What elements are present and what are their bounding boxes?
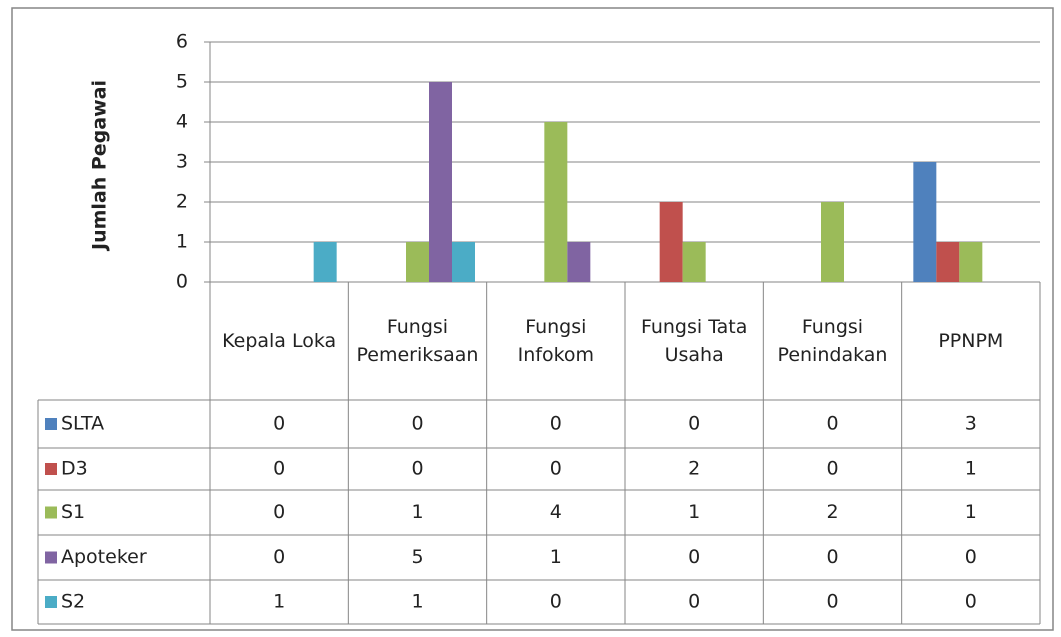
table-value: 0 <box>550 458 562 480</box>
table-value: 0 <box>826 591 838 613</box>
y-tick-label: 2 <box>176 191 188 213</box>
table-value: 1 <box>411 591 423 613</box>
category-cell: PPNPM <box>938 330 1004 352</box>
y-axis-label: Jumlah Pegawai <box>89 80 111 252</box>
legend-key <box>45 463 57 475</box>
bar <box>659 202 683 282</box>
y-tick-label: 0 <box>176 271 188 293</box>
x-tick-label: Fungsi Tata Usaha <box>640 316 748 366</box>
y-tick-label: 1 <box>176 231 188 253</box>
bar <box>959 242 983 282</box>
legend-label: Apoteker <box>61 546 147 568</box>
bar <box>313 242 337 282</box>
table-value: 4 <box>550 501 562 523</box>
y-tick-label: 6 <box>176 31 188 53</box>
y-tick-label: 4 <box>176 111 188 133</box>
bar <box>452 242 475 282</box>
table-value: 1 <box>411 501 423 523</box>
legend-label: D3 <box>61 458 88 480</box>
category-cell: Fungsi Pemeriksaan <box>356 316 479 366</box>
table-value: 0 <box>273 546 285 568</box>
table-value: 1 <box>965 458 977 480</box>
x-tick-label: Kepala Loka <box>222 330 337 352</box>
table-value: 0 <box>273 458 285 480</box>
table-value: 0 <box>273 501 285 523</box>
table-value: 0 <box>688 591 700 613</box>
bar <box>913 162 937 282</box>
table-value: 1 <box>550 546 562 568</box>
bar <box>682 242 706 282</box>
table-value: 2 <box>688 458 700 480</box>
table-value: 5 <box>411 546 423 568</box>
table-value: 0 <box>965 591 977 613</box>
y-tick-label: 3 <box>176 151 188 173</box>
bar <box>429 82 452 282</box>
table-value: 0 <box>411 458 423 480</box>
legend-label: S2 <box>61 591 85 613</box>
table-value: 1 <box>965 501 977 523</box>
table-value: 0 <box>688 413 700 435</box>
bar <box>544 122 568 282</box>
legend-label: SLTA <box>61 413 104 435</box>
bar <box>406 242 429 282</box>
legend-key <box>45 506 57 519</box>
table-value: 1 <box>273 591 285 613</box>
x-tick-label: Fungsi Penindakan <box>777 316 888 366</box>
category-cell: Fungsi Infokom <box>517 316 595 366</box>
legend-key <box>45 551 57 564</box>
table-value: 3 <box>965 413 977 435</box>
category-cell: Kepala Loka <box>222 330 337 352</box>
table-value: 0 <box>550 413 562 435</box>
table-value: 0 <box>826 546 838 568</box>
table-value: 0 <box>411 413 423 435</box>
table-value: 0 <box>273 413 285 435</box>
bar <box>936 242 960 282</box>
legend-key <box>45 596 57 608</box>
y-tick-label: 5 <box>176 71 188 93</box>
category-cell: Fungsi Penindakan <box>777 316 888 366</box>
category-cell: Fungsi Tata Usaha <box>640 316 748 366</box>
x-tick-label: Fungsi Pemeriksaan <box>356 316 479 366</box>
table-value: 1 <box>688 501 700 523</box>
chart-border <box>11 7 1054 631</box>
table-value: 0 <box>826 458 838 480</box>
legend-key <box>45 418 57 430</box>
table-value: 0 <box>550 591 562 613</box>
table-value: 0 <box>826 413 838 435</box>
bar <box>821 202 844 282</box>
x-tick-label: Fungsi Infokom <box>517 316 595 366</box>
table-value: 2 <box>826 501 838 523</box>
table-value: 0 <box>965 546 977 568</box>
bar <box>567 242 591 282</box>
table-value: 0 <box>688 546 700 568</box>
x-tick-label: PPNPM <box>938 330 1004 352</box>
legend-label: S1 <box>61 501 85 523</box>
